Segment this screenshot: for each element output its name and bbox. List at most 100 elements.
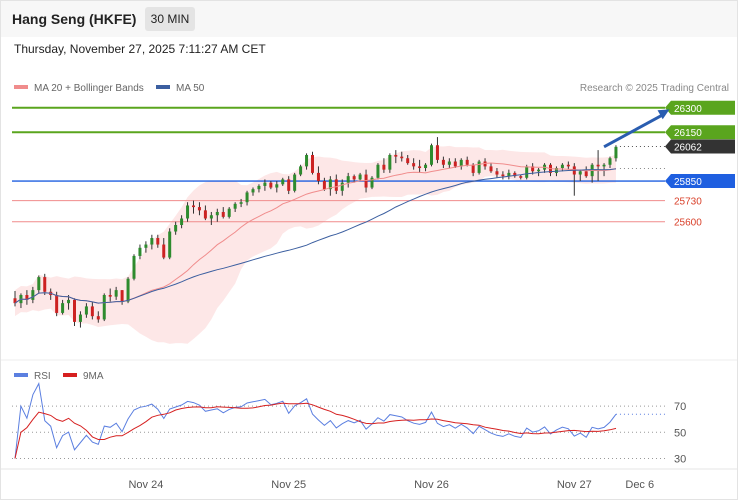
candle-body [84,306,88,315]
candle-body [424,164,428,169]
candle-body [251,189,255,193]
interval-badge[interactable]: 30 MIN [145,7,195,31]
candle-body [96,316,100,320]
candle-body [537,169,541,172]
legend-swatch-ma20 [14,85,28,89]
candle-body [73,299,76,322]
level-label-26300: 26300 [674,104,702,115]
candle-body [275,184,279,188]
candle-body [299,166,303,175]
candle-body [197,207,201,211]
level-tag-26300 [665,100,735,115]
candle-body [37,277,41,291]
candle-body [102,295,106,320]
candle-body [566,164,570,167]
candle-body [168,231,172,258]
candle-body [281,179,285,185]
x-tick-label: Nov 27 [557,479,592,491]
candle-body [352,176,356,180]
candle-body [465,159,469,165]
candle-body [483,161,487,167]
rsi-tick-50: 50 [674,427,686,439]
candle-body [340,182,344,191]
rsi-line [14,382,617,459]
candle-body [61,303,65,313]
candle-body [257,185,261,190]
candle-body [305,154,309,167]
level-tag-26150 [665,125,735,140]
candle-body [156,238,160,245]
candle-body [245,192,249,203]
candle-body [13,298,17,304]
candle-body [358,174,362,180]
rsi-tick-70: 70 [674,401,686,413]
candle-body [364,174,368,188]
level-label-25600: 25600 [674,218,702,229]
candle-body [435,145,439,160]
rsi-ma-line [14,402,617,459]
candle-body [382,164,386,170]
bollinger-band [15,145,616,344]
candle-body [525,166,529,178]
candle-body [78,314,82,322]
candle-body [322,181,326,190]
candle-body [55,295,59,313]
candle-body [519,176,523,178]
candle-body [186,205,190,219]
candle-body [239,202,243,204]
candle-body [602,164,606,167]
candle-body [584,171,588,177]
level-label-25730: 25730 [674,197,702,208]
candle-body [233,203,237,209]
level-tag-26062 [665,139,735,154]
x-tick-label: Dec 6 [625,479,654,491]
candle-body [162,244,166,258]
candle-body [311,154,314,173]
candle-body [293,174,297,191]
candle-body [394,154,398,157]
projection-arrow [603,113,665,149]
legend-label-ma20: MA 20 + Bollinger Bands [34,83,144,94]
candle-body [406,158,410,164]
legend-swatch-rsi [14,373,28,377]
candle-body [447,161,451,165]
candle-body [138,247,142,256]
candle-body [370,177,374,188]
rsi-tick-30: 30 [674,454,686,466]
x-tick-label: Nov 24 [128,479,163,491]
candle-body [418,166,422,169]
candle-body [388,154,392,170]
x-tick-label: Nov 26 [414,479,449,491]
level-label-26062: 26062 [674,143,702,154]
candle-body [132,255,136,279]
candle-body [507,172,511,177]
timestamp: Thursday, November 27, 2025 7:11:27 AM C… [14,42,266,56]
candle-body [531,166,535,172]
chart-header: Hang Seng (HKFE) 30 MIN [1,1,737,37]
candle-body [477,161,481,173]
candle-body [560,164,564,169]
x-tick-label: Nov 25 [271,479,306,491]
candle-body [608,158,612,165]
candle-body [203,210,207,219]
candle-body [227,208,231,217]
copyright: Research © 2025 Trading Central [580,83,729,94]
candle-body [120,290,124,302]
candle-body [614,146,618,159]
candle-body [114,290,118,297]
candle-body [90,306,94,317]
legend-swatch-9ma [63,373,77,377]
candle-body [346,176,350,183]
legend-label-ma50: MA 50 [176,83,205,94]
candle-body [596,164,600,167]
candle-body [126,278,130,302]
candle-body [31,290,35,300]
candle-body [554,168,558,173]
projection-arrowhead [657,109,670,120]
level-tag-25850 [665,174,735,189]
candle-body [334,179,338,191]
candle-body [489,166,493,172]
candle-body [328,179,332,190]
candle-body [180,218,184,225]
